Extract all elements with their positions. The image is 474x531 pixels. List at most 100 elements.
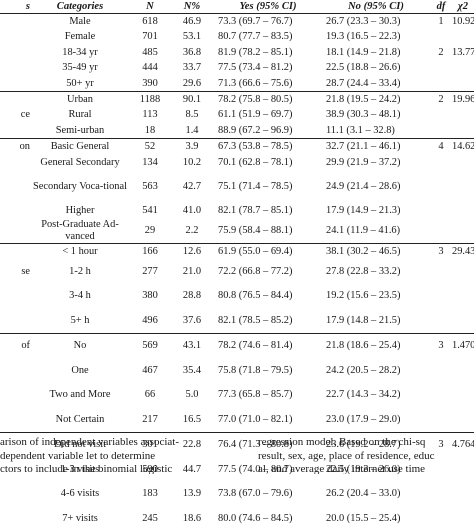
table-row: One 467 35.4 75.8 (71.8 – 79.5) 24.2 (20…: [0, 358, 474, 383]
df-cell: 2: [438, 94, 444, 106]
table-row: 18-34 yr 485 36.8 81.9 (78.2 – 85.1) 18.…: [0, 45, 474, 60]
table-row: Did not visit 301 22.8 76.4 (71.3 – 80.8…: [0, 432, 474, 457]
no-ci-cell: 22.7 (14.3 – 34.2): [326, 389, 401, 401]
chi2-cell: [452, 259, 474, 284]
table-row: General Secondary 134 10.2 70.1 (62.8 – …: [0, 155, 474, 170]
yes-ci-cell: 75.8 (71.8 – 79.5): [218, 364, 293, 376]
yes-ci-cell: 72.2 (66.8 – 77.2): [218, 265, 293, 277]
caption-line: dependent variable let to determine: [0, 449, 156, 462]
category-cell: Semi-urban: [30, 122, 130, 140]
no-ci-cell: 28.7 (24.4 – 33.4): [322, 75, 430, 92]
chi2-cell: [452, 407, 474, 433]
n-cell: 485: [142, 46, 158, 58]
caption-rule: [0, 432, 474, 433]
variable-cell: [0, 29, 30, 44]
variable-cell: [0, 203, 30, 218]
category-cell: Not Certain: [30, 407, 130, 433]
df-cell: [430, 358, 452, 383]
category-cell: 50+ yr: [30, 75, 130, 92]
table-row: ce Rural 113 8.5 61.1 (51.9 – 69.7) 38.9…: [0, 107, 474, 122]
category-cell: 3-4 h: [69, 290, 91, 302]
n-cell: 390: [130, 75, 170, 92]
n-cell: 183: [142, 488, 158, 500]
chi2-cell: 19.968: [452, 94, 474, 106]
yes-ci-cell: 77.0 (71.0 – 82.1): [214, 407, 322, 433]
n-cell: 166: [142, 245, 158, 257]
no-ci-cell: 24.9 (21.4 – 28.6): [326, 180, 401, 192]
table-row: 7+ visits 245 18.6 80.0 (74.6 – 84.5) 20…: [0, 506, 474, 531]
pct-cell: 16.5: [170, 407, 214, 433]
table-row: on Basic General 52 3.9 67.3 (53.8 – 78.…: [0, 139, 474, 155]
table-row: 4-6 visits 183 13.9 73.8 (67.0 – 79.6) 2…: [0, 482, 474, 507]
category-cell: 1-3 visits: [60, 463, 100, 475]
pct-cell: 35.4: [182, 364, 202, 376]
body-text-right-column: regression model. Based on the chi-sq re…: [258, 432, 474, 474]
no-ci-cell: 38.1 (30.2 – 46.5): [326, 245, 401, 257]
no-ci-cell: 17.9 (14.8 – 21.5): [322, 308, 430, 334]
chi2-cell: [452, 170, 474, 203]
table-row: Semi-urban 18 1.4 88.9 (67.2 – 96.9) 11.…: [0, 122, 474, 140]
variable-cell: [0, 218, 30, 244]
chi2-cell: 10.92: [452, 16, 474, 28]
yes-ci-cell: 77.5 (74.0 – 80.7): [218, 463, 293, 475]
no-ci-cell: 23.6 (19.2 – 28.7): [326, 439, 401, 451]
variable-cell: on: [19, 141, 30, 153]
chi2-cell: [452, 203, 474, 218]
variable-cell: [0, 243, 30, 259]
table-body: Male 618 46.9 73.3 (69.7 – 76.7) 26.7 (2…: [0, 14, 474, 531]
pct-cell: 53.1: [182, 31, 202, 43]
yes-ci-cell: 81.9 (78.2 – 85.1): [218, 46, 293, 58]
category-cell: One: [71, 364, 89, 376]
n-cell: 18: [130, 122, 170, 140]
table-row: Post-Graduate Ad-vanced 29 2.2 75.9 (58.…: [0, 218, 474, 244]
pct-cell: 42.7: [182, 180, 202, 192]
no-ci-cell: 18.1 (14.9 – 21.8): [326, 46, 401, 58]
df-cell: [430, 506, 452, 531]
table-row: 5+ h 496 37.6 82.1 (78.5 – 85.2) 17.9 (1…: [0, 308, 474, 334]
df-cell: [430, 107, 452, 122]
header-no: No (95% CI): [322, 0, 430, 14]
no-ci-cell: 32.7 (21.1 – 46.1): [326, 141, 401, 153]
header-categories: Categories: [30, 0, 130, 14]
chi2-cell: [452, 308, 474, 334]
yes-ci-cell: 61.1 (51.9 – 69.7): [218, 109, 293, 121]
category-cell: Two and More: [49, 389, 111, 401]
header-chi2: χ2: [452, 0, 474, 14]
pct-cell: 90.1: [182, 94, 202, 106]
n-cell: 52: [144, 141, 156, 153]
category-cell: Urban: [67, 94, 93, 106]
pct-cell: 2.2: [170, 218, 214, 244]
pct-cell: 43.1: [182, 340, 202, 352]
no-ci-cell: 22.5 (18.8 – 26.6): [326, 62, 401, 74]
table-row: se 1-2 h 277 21.0 72.2 (66.8 – 77.2) 27.…: [0, 259, 474, 284]
df-cell: 3: [438, 245, 444, 257]
pct-cell: 22.8: [182, 439, 202, 451]
chi2-cell: 13.773: [452, 46, 474, 58]
n-cell: 245: [142, 512, 158, 524]
category-cell: Female: [64, 31, 96, 43]
variable-cell: of: [21, 340, 30, 352]
df-cell: [430, 75, 452, 92]
chi2-cell: 14.626: [452, 141, 474, 153]
yes-ci-cell: 82.1 (78.7 – 85.1): [218, 205, 293, 216]
df-cell: 4: [438, 141, 444, 153]
pct-cell: 8.5: [185, 109, 199, 121]
pct-cell: 1.4: [170, 122, 214, 140]
chi2-cell: [452, 506, 474, 531]
variable-cell: se: [21, 265, 30, 277]
chi2-cell: 1.470: [452, 340, 474, 352]
df-cell: 2: [438, 46, 444, 58]
df-cell: [430, 203, 452, 218]
pct-cell: 29.6: [170, 75, 214, 92]
n-cell: 380: [142, 290, 158, 302]
category-cell: 5+ h: [30, 308, 130, 334]
yes-ci-cell: 82.1 (78.5 – 85.2): [214, 308, 322, 334]
chi2-cell: [452, 383, 474, 408]
table-row: Urban 1188 90.1 78.2 (75.8 – 80.5) 21.8 …: [0, 91, 474, 107]
yes-ci-cell: 73.8 (67.0 – 79.6): [218, 488, 293, 500]
table-row: Higher 541 41.0 82.1 (78.7 – 85.1) 17.9 …: [0, 203, 474, 218]
yes-ci-cell: 77.5 (73.4 – 81.2): [218, 62, 293, 74]
category-cell: < 1 hour: [62, 245, 98, 257]
pct-cell: 37.6: [170, 308, 214, 334]
df-cell: [430, 308, 452, 334]
